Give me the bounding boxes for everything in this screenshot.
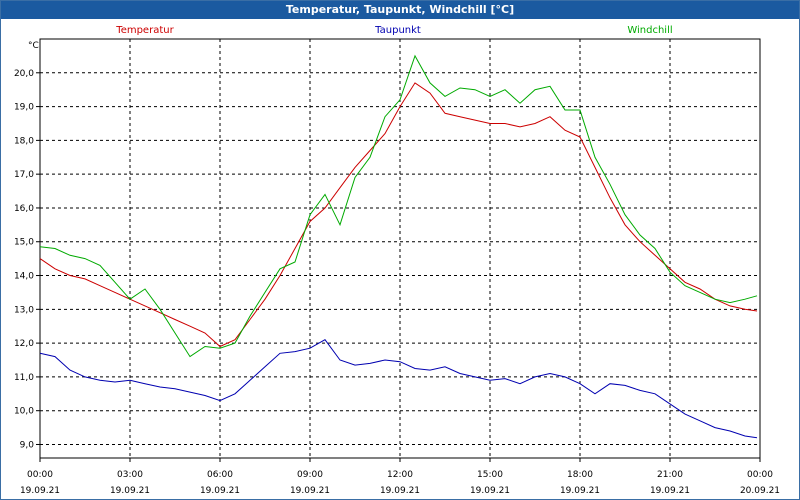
y-axis: 9,0 10,0 11,0 12,0 13,0 14,0 15,0 16,0 17,0 18,0 1… (14, 69, 40, 450)
y-tick-label: 16,0 (14, 204, 34, 214)
legend-taupunkt: Taupunkt (374, 25, 421, 36)
legend-temperatur: Temperatur (115, 25, 174, 36)
x-tick-date: 19.09.21 (110, 486, 150, 496)
x-tick-date: 19.09.21 (290, 486, 330, 496)
x-tick-time: 21:00 (657, 470, 683, 480)
legend-windchill: Windchill (627, 25, 672, 36)
y-tick-label: 14,0 (14, 272, 34, 282)
y-tick-label: 19,0 (14, 103, 34, 113)
x-tick-date: 19.09.21 (20, 486, 60, 496)
y-tick-label: 11,0 (14, 373, 34, 383)
y-axis-unit: °C (28, 41, 39, 51)
x-tick-date: 19.09.21 (650, 486, 690, 496)
window-title: Temperatur, Taupunkt, Windchill [°C] (1, 1, 799, 19)
x-tick-date: 19.09.21 (380, 486, 420, 496)
x-tick-time: 12:00 (387, 470, 413, 480)
x-tick-time: 03:00 (117, 470, 143, 480)
x-axis: 00:00 19.09.21 03:00 19.09.21 06:00 19.09.21 0… (20, 458, 780, 496)
y-tick-label: 9,0 (20, 440, 35, 450)
y-tick-label: 10,0 (14, 407, 34, 417)
x-tick-time: 00:00 (747, 470, 773, 480)
y-tick-label: 15,0 (14, 238, 34, 248)
series-line-taupunkt (39, 339, 758, 439)
x-tick-date: 19.09.21 (560, 486, 600, 496)
series-group (39, 54, 758, 439)
y-tick-label: 18,0 (14, 136, 34, 146)
x-tick-date: 20.09.21 (740, 486, 780, 496)
y-tick-label: 17,0 (14, 170, 34, 180)
x-tick-date: 19.09.21 (470, 486, 510, 496)
x-tick-time: 15:00 (477, 470, 503, 480)
y-tick-label: 13,0 (14, 305, 34, 315)
x-tick-date: 19.09.21 (200, 486, 240, 496)
series-line-windchill (39, 54, 758, 358)
x-tick-time: 06:00 (207, 470, 233, 480)
series-line-temperatur (39, 82, 758, 348)
x-tick-time: 18:00 (567, 470, 593, 480)
grid (40, 39, 760, 458)
y-tick-label: 20,0 (14, 69, 34, 79)
x-tick-time: 00:00 (27, 470, 53, 480)
y-tick-label: 12,0 (14, 339, 34, 349)
x-tick-time: 09:00 (297, 470, 323, 480)
